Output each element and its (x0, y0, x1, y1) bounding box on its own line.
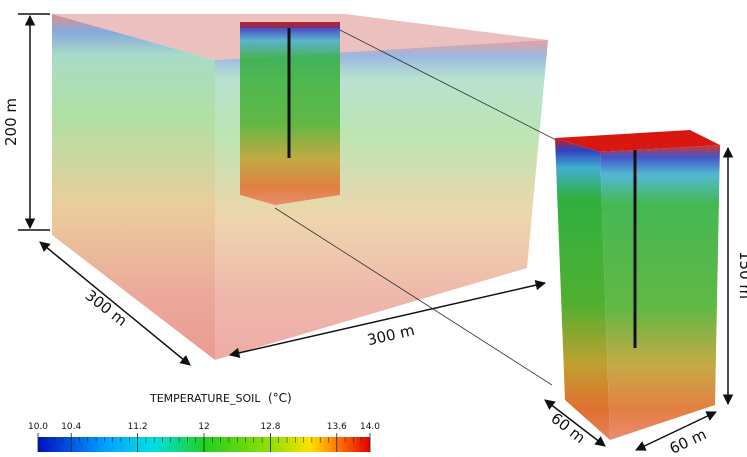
zoom-line (339, 29, 557, 141)
dim-label: 200 m (2, 98, 20, 146)
dimension-arrows (18, 13, 734, 451)
box-left-face (52, 14, 215, 360)
column-top (555, 130, 720, 152)
colorbar-tick-label: 13.6 (327, 422, 347, 432)
colorbar-tick-label: 10.4 (61, 422, 81, 432)
colorbar-unit: (°C) (268, 391, 292, 405)
colorbar-title: TEMPERATURE_SOIL (149, 392, 261, 405)
dim-label: 300 m (365, 321, 416, 349)
dim-label: 300 m (82, 286, 131, 330)
colorbar-tick-label: 11.2 (128, 422, 148, 432)
colorbar-tick-label: 10.0 (28, 422, 48, 432)
dim-label: 150 m (736, 251, 747, 299)
colorbar-tick-label: 14.0 (360, 422, 380, 432)
colorbar-tick-label: 12.8 (260, 422, 280, 432)
column-left-face (555, 138, 610, 440)
column-right-face (600, 145, 720, 440)
colorbar-tick-label: 12 (198, 422, 209, 432)
dim-label: 60 m (667, 425, 709, 457)
